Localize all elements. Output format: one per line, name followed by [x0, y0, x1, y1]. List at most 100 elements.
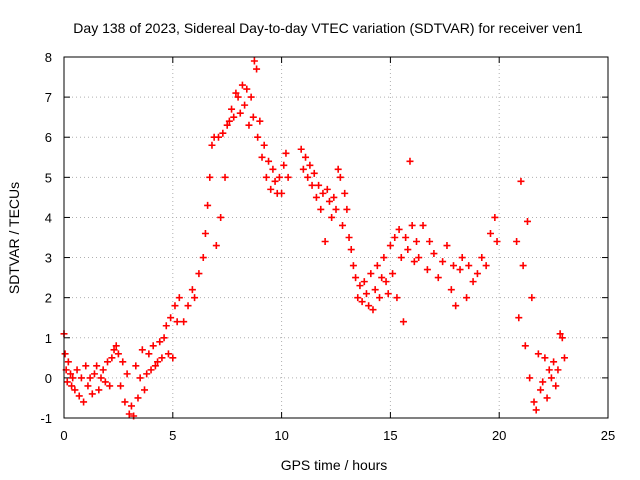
data-point: [389, 270, 397, 278]
data-point: [367, 270, 375, 278]
y-tick-label: 5: [45, 170, 52, 185]
data-point: [271, 177, 279, 185]
data-point: [545, 366, 553, 374]
data-point: [147, 366, 155, 374]
data-point: [238, 81, 246, 89]
data-point: [121, 398, 129, 406]
data-point: [369, 306, 377, 314]
data-point: [167, 314, 175, 322]
data-point: [443, 242, 451, 250]
data-point: [402, 234, 410, 241]
chart-title: Day 138 of 2023, Sidereal Day-to-day VTE…: [73, 20, 583, 36]
data-point: [223, 121, 231, 129]
plot-frame: [63, 56, 609, 419]
data-point: [108, 354, 116, 362]
data-point: [371, 286, 379, 294]
data-point: [143, 370, 151, 378]
y-tick-label: 0: [45, 371, 52, 386]
data-point: [253, 65, 261, 73]
data-point: [552, 382, 560, 390]
data-point: [267, 185, 275, 193]
data-point: [430, 250, 438, 258]
data-point: [180, 318, 188, 326]
data-point: [395, 225, 403, 233]
data-point: [310, 169, 318, 177]
data-point: [550, 358, 558, 366]
data-point: [439, 258, 447, 266]
data-point: [413, 238, 421, 246]
data-point: [219, 129, 227, 137]
data-point: [188, 286, 196, 294]
data-point: [125, 410, 133, 418]
data-point: [234, 93, 242, 101]
data-point: [138, 346, 146, 354]
data-point: [93, 362, 101, 370]
data-point: [304, 173, 312, 181]
data-point: [134, 394, 142, 402]
data-point: [184, 302, 192, 310]
data-point: [119, 358, 127, 366]
data-point: [513, 238, 521, 246]
data-point: [191, 294, 199, 302]
data-point: [410, 258, 418, 266]
data-point: [280, 161, 288, 169]
data-point: [352, 274, 360, 282]
data-point: [534, 350, 542, 358]
data-point: [349, 262, 357, 270]
data-point: [528, 294, 536, 302]
data-point: [145, 350, 153, 358]
data-point: [162, 322, 170, 330]
data-point: [450, 262, 458, 270]
data-point: [61, 350, 69, 358]
data-point: [330, 193, 338, 201]
data-point: [269, 165, 277, 173]
data-point: [523, 217, 531, 225]
data-point: [515, 314, 523, 322]
data-point: [63, 378, 71, 386]
y-tick-label: 2: [45, 291, 52, 306]
data-point: [171, 302, 179, 310]
x-tick-label: 15: [383, 428, 397, 443]
data-point: [354, 294, 362, 302]
data-point: [558, 334, 566, 342]
data-point: [543, 394, 551, 402]
data-point: [399, 318, 407, 326]
data-point: [358, 298, 366, 306]
data-point: [241, 101, 249, 109]
data-point: [308, 181, 316, 189]
x-tick-label: 25: [601, 428, 615, 443]
data-point: [336, 173, 344, 181]
data-point: [278, 189, 286, 197]
data-point: [110, 346, 118, 354]
data-point: [243, 85, 251, 93]
data-point: [212, 242, 220, 250]
data-point: [75, 392, 83, 400]
data-point: [319, 189, 327, 197]
data-point: [328, 213, 336, 221]
data-point: [284, 173, 292, 181]
data-point: [393, 294, 401, 302]
x-axis-label: GPS time / hours: [281, 457, 388, 473]
data-point: [315, 181, 323, 189]
data-point: [214, 133, 222, 141]
axis-ticks: 0 5 10 15 20 25 -1 0 1 2 3 4 5 6 7 8: [40, 50, 615, 443]
data-point: [517, 177, 525, 185]
data-point: [339, 221, 347, 229]
data-point: [99, 366, 107, 374]
data-point: [299, 165, 307, 173]
data-point: [530, 398, 538, 406]
x-tick-label: 0: [60, 428, 67, 443]
data-point: [132, 362, 140, 370]
data-point: [376, 294, 384, 302]
data-point: [206, 173, 214, 181]
y-tick-label: 1: [45, 331, 52, 346]
data-point: [84, 382, 92, 390]
data-point: [532, 406, 540, 414]
data-point: [373, 262, 381, 270]
data-point: [151, 362, 159, 370]
data-point: [323, 185, 331, 193]
data-point: [408, 221, 416, 229]
data-point: [225, 117, 233, 125]
data-point: [256, 117, 264, 125]
